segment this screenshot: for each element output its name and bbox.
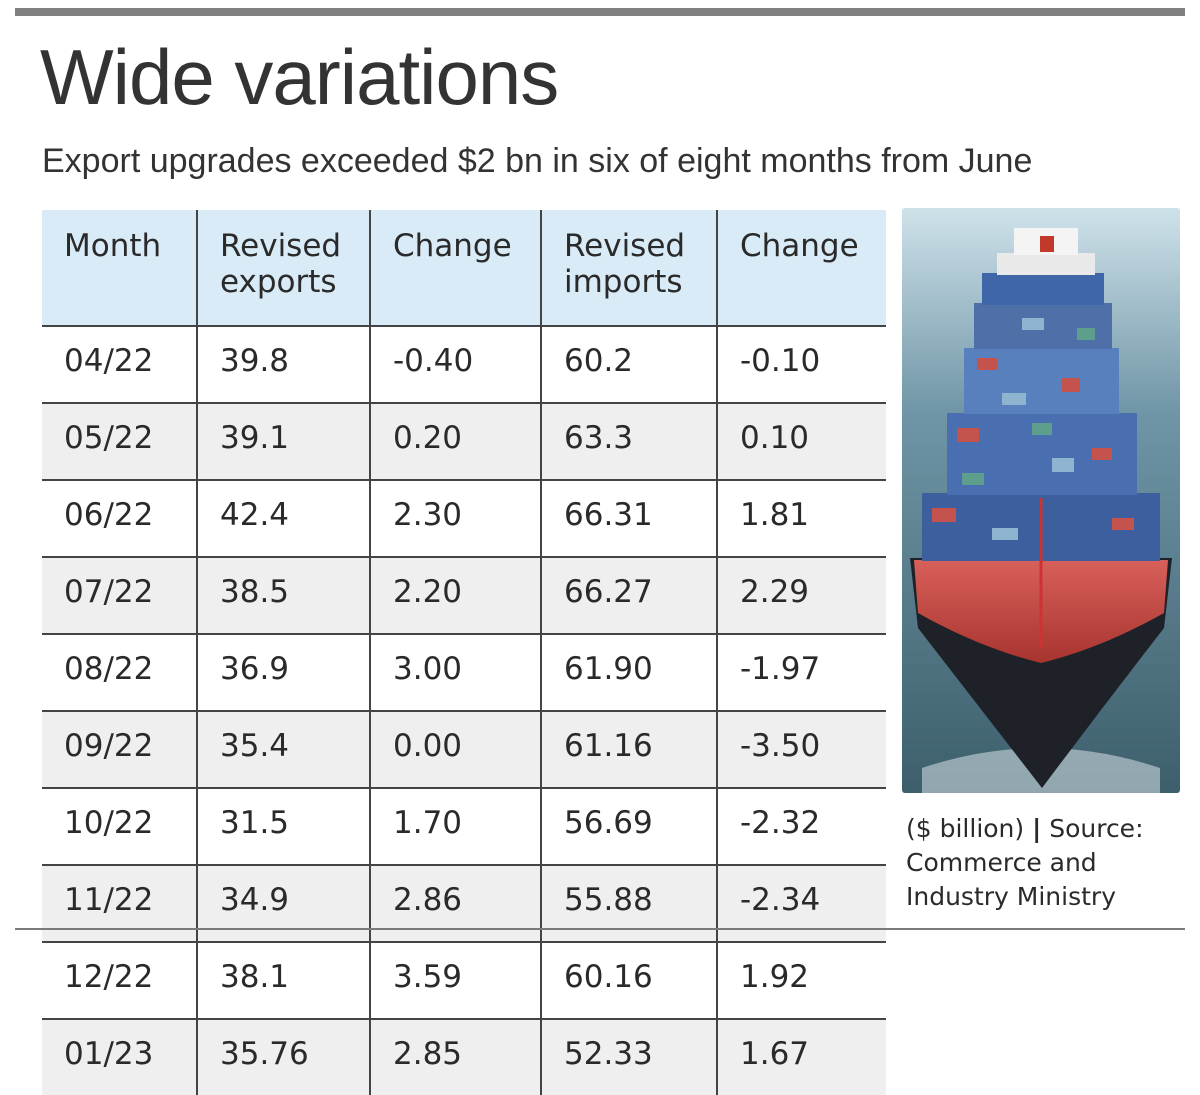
data-table: Month Revised exports Change Revised imp… bbox=[42, 210, 886, 1095]
ship-image-icon bbox=[902, 208, 1180, 793]
month-cell: 07/22 bbox=[42, 556, 197, 634]
exports-change-cell: 3.59 bbox=[369, 941, 541, 1019]
table-row: 01/23 35.76 2.85 52.33 1.67 bbox=[42, 1018, 886, 1095]
table-row: 11/22 34.9 2.86 55.88 -2.34 bbox=[42, 864, 886, 942]
revised-exports-label: Revised exports bbox=[220, 228, 342, 300]
month-cell: 11/22 bbox=[42, 864, 197, 942]
exports-change-cell: 2.20 bbox=[369, 556, 541, 634]
unit-label: ($ billion) bbox=[906, 814, 1025, 843]
revised-imports-cell: 61.90 bbox=[540, 633, 717, 711]
source-note: ($ billion) | Source: Commerce and Indus… bbox=[906, 812, 1196, 914]
column-header-exports-change: Change bbox=[369, 210, 541, 326]
imports-change-cell: -2.34 bbox=[716, 864, 886, 942]
separator: | bbox=[1032, 814, 1042, 843]
revised-exports-cell: 35.4 bbox=[196, 710, 370, 788]
revised-exports-cell: 42.4 bbox=[196, 479, 370, 557]
revised-exports-cell: 34.9 bbox=[196, 864, 370, 942]
revised-exports-cell: 36.9 bbox=[196, 633, 370, 711]
header-row: Month Revised exports Change Revised imp… bbox=[42, 210, 886, 326]
source-label: Source: Commerce and Industry Ministry bbox=[906, 814, 1144, 911]
month-cell: 12/22 bbox=[42, 941, 197, 1019]
table-row: 09/22 35.4 0.00 61.16 -3.50 bbox=[42, 710, 886, 788]
exports-change-cell: 2.30 bbox=[369, 479, 541, 557]
imports-change-cell: 1.81 bbox=[716, 479, 886, 557]
revised-imports-cell: 66.27 bbox=[540, 556, 717, 634]
imports-change-cell: -0.10 bbox=[716, 325, 886, 403]
revised-imports-cell: 60.2 bbox=[540, 325, 717, 403]
revised-imports-cell: 60.16 bbox=[540, 941, 717, 1019]
month-cell: 04/22 bbox=[42, 325, 197, 403]
exports-change-cell: 3.00 bbox=[369, 633, 541, 711]
revised-imports-cell: 66.31 bbox=[540, 479, 717, 557]
imports-change-cell: -1.97 bbox=[716, 633, 886, 711]
month-cell: 01/23 bbox=[42, 1018, 197, 1095]
revised-exports-cell: 38.1 bbox=[196, 941, 370, 1019]
imports-change-cell: -3.50 bbox=[716, 710, 886, 788]
top-rule bbox=[15, 8, 1185, 16]
month-cell: 08/22 bbox=[42, 633, 197, 711]
table-row: 08/22 36.9 3.00 61.90 -1.97 bbox=[42, 633, 886, 711]
revised-exports-cell: 35.76 bbox=[196, 1018, 370, 1095]
container-ship-photo bbox=[902, 208, 1180, 793]
column-header-imports-change: Change bbox=[716, 210, 886, 326]
exports-change-cell: 2.86 bbox=[369, 864, 541, 942]
exports-change-cell: -0.40 bbox=[369, 325, 541, 403]
revised-imports-cell: 56.69 bbox=[540, 787, 717, 865]
column-header-month: Month bbox=[42, 210, 197, 326]
exports-change-cell: 2.85 bbox=[369, 1018, 541, 1095]
revised-imports-cell: 61.16 bbox=[540, 710, 717, 788]
table-row: 10/22 31.5 1.70 56.69 -2.32 bbox=[42, 787, 886, 865]
revised-imports-label: Revised imports bbox=[564, 228, 686, 300]
revised-exports-cell: 39.8 bbox=[196, 325, 370, 403]
bottom-rule bbox=[15, 928, 1185, 930]
month-cell: 05/22 bbox=[42, 402, 197, 480]
imports-change-cell: 0.10 bbox=[716, 402, 886, 480]
table-row: 04/22 39.8 -0.40 60.2 -0.10 bbox=[42, 325, 886, 403]
revised-exports-cell: 31.5 bbox=[196, 787, 370, 865]
chart-subtitle: Export upgrades exceeded $2 bn in six of… bbox=[42, 142, 1033, 180]
exports-change-cell: 1.70 bbox=[369, 787, 541, 865]
exports-change-cell: 0.20 bbox=[369, 402, 541, 480]
column-header-revised-exports: Revised exports bbox=[196, 210, 370, 326]
revised-exports-cell: 38.5 bbox=[196, 556, 370, 634]
imports-change-cell: -2.32 bbox=[716, 787, 886, 865]
month-cell: 06/22 bbox=[42, 479, 197, 557]
chart-title: Wide variations bbox=[40, 33, 559, 121]
revised-imports-cell: 63.3 bbox=[540, 402, 717, 480]
revised-exports-cell: 39.1 bbox=[196, 402, 370, 480]
imports-change-cell: 2.29 bbox=[716, 556, 886, 634]
imports-change-cell: 1.92 bbox=[716, 941, 886, 1019]
month-cell: 10/22 bbox=[42, 787, 197, 865]
table-row: 06/22 42.4 2.30 66.31 1.81 bbox=[42, 479, 886, 557]
table-row: 12/22 38.1 3.59 60.16 1.92 bbox=[42, 941, 886, 1019]
table-row: 07/22 38.5 2.20 66.27 2.29 bbox=[42, 556, 886, 634]
month-cell: 09/22 bbox=[42, 710, 197, 788]
column-header-revised-imports: Revised imports bbox=[540, 210, 717, 326]
revised-imports-cell: 55.88 bbox=[540, 864, 717, 942]
revised-imports-cell: 52.33 bbox=[540, 1018, 717, 1095]
exports-change-cell: 0.00 bbox=[369, 710, 541, 788]
imports-change-cell: 1.67 bbox=[716, 1018, 886, 1095]
table-row: 05/22 39.1 0.20 63.3 0.10 bbox=[42, 402, 886, 480]
